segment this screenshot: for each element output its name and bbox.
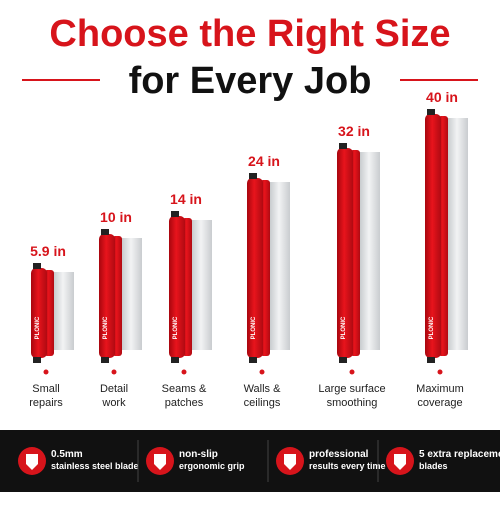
handle (247, 178, 263, 358)
size-label: 32 in (338, 123, 370, 139)
size-label: 14 in (170, 191, 202, 207)
description: Maximum (416, 383, 464, 395)
icon-glyph (284, 454, 296, 470)
size-label: 40 in (426, 89, 458, 105)
description: coverage (417, 397, 462, 409)
cap (33, 263, 41, 269)
feature-text: ergonomic grip (179, 461, 245, 471)
description: ceilings (244, 397, 281, 409)
icon-glyph (394, 454, 406, 470)
handle (337, 148, 353, 358)
brand: PLONIC (251, 316, 257, 339)
size-label: 10 in (100, 209, 132, 225)
blade (268, 182, 290, 350)
handle (99, 234, 115, 358)
feature-text: professional (309, 449, 369, 460)
feature-text: 5 extra replacement (419, 449, 500, 460)
cap (171, 357, 179, 363)
cap (427, 357, 435, 363)
description: work (101, 397, 126, 409)
blade (52, 272, 74, 350)
brand: PLONIC (429, 316, 435, 339)
feature-text: blades (419, 461, 448, 471)
blade (120, 238, 142, 350)
icon-glyph (26, 454, 38, 470)
handle (169, 216, 185, 358)
title: Choose the Right Size (49, 13, 450, 55)
handle (31, 268, 47, 358)
bullet (437, 369, 443, 375)
size-label: 24 in (248, 153, 280, 169)
bullet (43, 369, 49, 375)
subtitle: for Every Job (129, 60, 372, 102)
description: Large surface (318, 383, 385, 395)
description: Seams & (162, 383, 207, 395)
cap (427, 109, 435, 115)
icon-glyph (154, 454, 166, 470)
blade (358, 152, 380, 350)
cap (33, 357, 41, 363)
brand: PLONIC (35, 316, 41, 339)
cap (339, 357, 347, 363)
brand: PLONIC (341, 316, 347, 339)
description: repairs (29, 397, 63, 409)
cap (249, 173, 257, 179)
feature-text: results every time (309, 461, 386, 471)
feature-text: non-slip (179, 449, 218, 460)
bullet (349, 369, 355, 375)
brand: PLONIC (173, 316, 179, 339)
cap (101, 357, 109, 363)
description: Walls & (244, 383, 282, 395)
bullet (181, 369, 187, 375)
feature-band (0, 430, 500, 492)
cap (249, 357, 257, 363)
bullet (259, 369, 265, 375)
size-label: 5.9 in (30, 243, 66, 259)
description: smoothing (327, 397, 378, 409)
blade (446, 118, 468, 350)
cap (339, 143, 347, 149)
cap (171, 211, 179, 217)
blade (190, 220, 212, 350)
feature-text: 0.5mm (51, 449, 83, 460)
cap (101, 229, 109, 235)
feature-text: stainless steel blade (51, 461, 139, 471)
description: Detail (100, 383, 128, 395)
brand: PLONIC (103, 316, 109, 339)
description: Small (32, 383, 60, 395)
bullet (111, 369, 117, 375)
handle (425, 114, 441, 358)
description: patches (165, 397, 204, 409)
